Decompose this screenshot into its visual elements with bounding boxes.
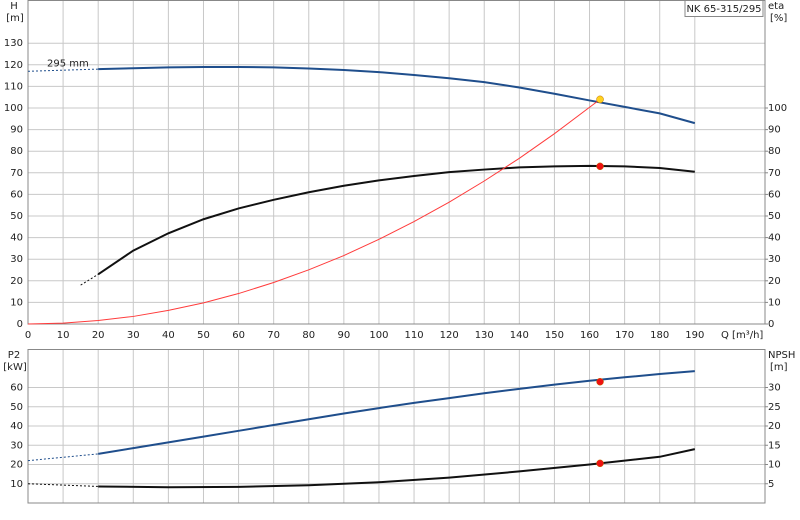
curve — [97, 164, 695, 276]
y2-tick-label: 20 — [768, 276, 781, 287]
y-tick-label: 40 — [10, 233, 23, 244]
y2-tick-label: 60 — [768, 189, 781, 200]
y2-tick-label: 25 — [768, 402, 781, 413]
y-tick-label: 50 — [10, 211, 23, 222]
y-tick-label: 30 — [10, 440, 23, 451]
y-axis-label: P2 — [8, 350, 20, 361]
curve — [98, 65, 696, 125]
y2-tick-label: 70 — [768, 168, 781, 179]
y2-tick-label: 90 — [768, 125, 781, 136]
duty-point — [596, 95, 604, 104]
y-tick-label: 130 — [4, 38, 23, 49]
x-tick-label: 20 — [92, 330, 105, 341]
y-tick-label: 120 — [4, 60, 23, 71]
impeller-label: 295 mm — [47, 58, 89, 69]
duty-point — [596, 162, 604, 171]
y-tick-label: 90 — [10, 125, 23, 136]
y-tick-label: 100 — [4, 103, 23, 114]
y2-tick-label: 30 — [768, 254, 781, 265]
y2-tick-label: 30 — [768, 383, 781, 394]
y-tick-label: 60 — [10, 383, 23, 394]
duty-point — [596, 459, 604, 468]
curve — [27, 98, 601, 325]
plot-frame — [27, 349, 766, 504]
x-tick-label: 90 — [337, 330, 350, 341]
y-tick-label: 0 — [17, 319, 23, 330]
x-tick-label: 80 — [302, 330, 315, 341]
duty-point — [596, 377, 604, 386]
curve-extension — [80, 273, 99, 286]
x-tick-label: 30 — [127, 330, 140, 341]
curve — [98, 448, 696, 489]
x-axis-label: Q [m³/h] — [721, 330, 763, 341]
y-tick-label: 10 — [10, 297, 23, 308]
y-tick-label: 20 — [10, 460, 23, 471]
y-axis-label: H — [10, 1, 18, 12]
x-tick-label: 160 — [580, 330, 599, 341]
x-tick-label: 70 — [267, 330, 280, 341]
x-tick-label: 190 — [685, 330, 704, 341]
y2-axis-label: NPSH — [768, 350, 795, 361]
y-tick-label: 30 — [10, 254, 23, 265]
y-axis-unit: [kW] — [3, 362, 27, 373]
x-tick-label: 110 — [405, 330, 424, 341]
x-tick-label: 60 — [232, 330, 245, 341]
plot-frame — [27, 0, 766, 325]
y2-tick-label: 10 — [768, 297, 781, 308]
x-tick-label: 140 — [510, 330, 529, 341]
y-tick-label: 10 — [10, 479, 23, 490]
y-tick-label: 110 — [4, 81, 23, 92]
model-label: NK 65-315/295 — [686, 4, 761, 15]
y2-tick-label: 5 — [768, 479, 774, 490]
y2-tick-label: 0 — [768, 319, 774, 330]
x-tick-label: 180 — [650, 330, 669, 341]
x-tick-label: 40 — [162, 330, 175, 341]
y2-tick-label: 100 — [768, 103, 787, 114]
x-tick-label: 120 — [440, 330, 459, 341]
y2-tick-label: 50 — [768, 211, 781, 222]
y-tick-label: 80 — [10, 146, 23, 157]
y2-axis-label: eta — [768, 1, 784, 12]
x-tick-label: 0 — [25, 330, 31, 341]
y2-tick-label: 40 — [768, 233, 781, 244]
x-tick-label: 50 — [197, 330, 210, 341]
x-tick-label: 10 — [57, 330, 70, 341]
x-tick-label: 130 — [475, 330, 494, 341]
y2-tick-label: 10 — [768, 460, 781, 471]
y2-axis-unit: [m] — [770, 362, 788, 373]
x-tick-label: 150 — [545, 330, 564, 341]
model-box — [684, 0, 764, 17]
y-tick-label: 50 — [10, 402, 23, 413]
curve — [98, 370, 695, 455]
y-tick-label: 20 — [10, 276, 23, 287]
y2-axis-unit: [%] — [770, 13, 787, 24]
y-tick-label: 40 — [10, 421, 23, 432]
y2-tick-label: 20 — [768, 421, 781, 432]
x-tick-label: 170 — [615, 330, 634, 341]
y2-tick-label: 80 — [768, 146, 781, 157]
y-tick-label: 60 — [10, 189, 23, 200]
y2-tick-label: 15 — [768, 440, 781, 451]
y-axis-unit: [m] — [6, 13, 24, 24]
x-tick-label: 100 — [369, 330, 388, 341]
y-tick-label: 70 — [10, 168, 23, 179]
